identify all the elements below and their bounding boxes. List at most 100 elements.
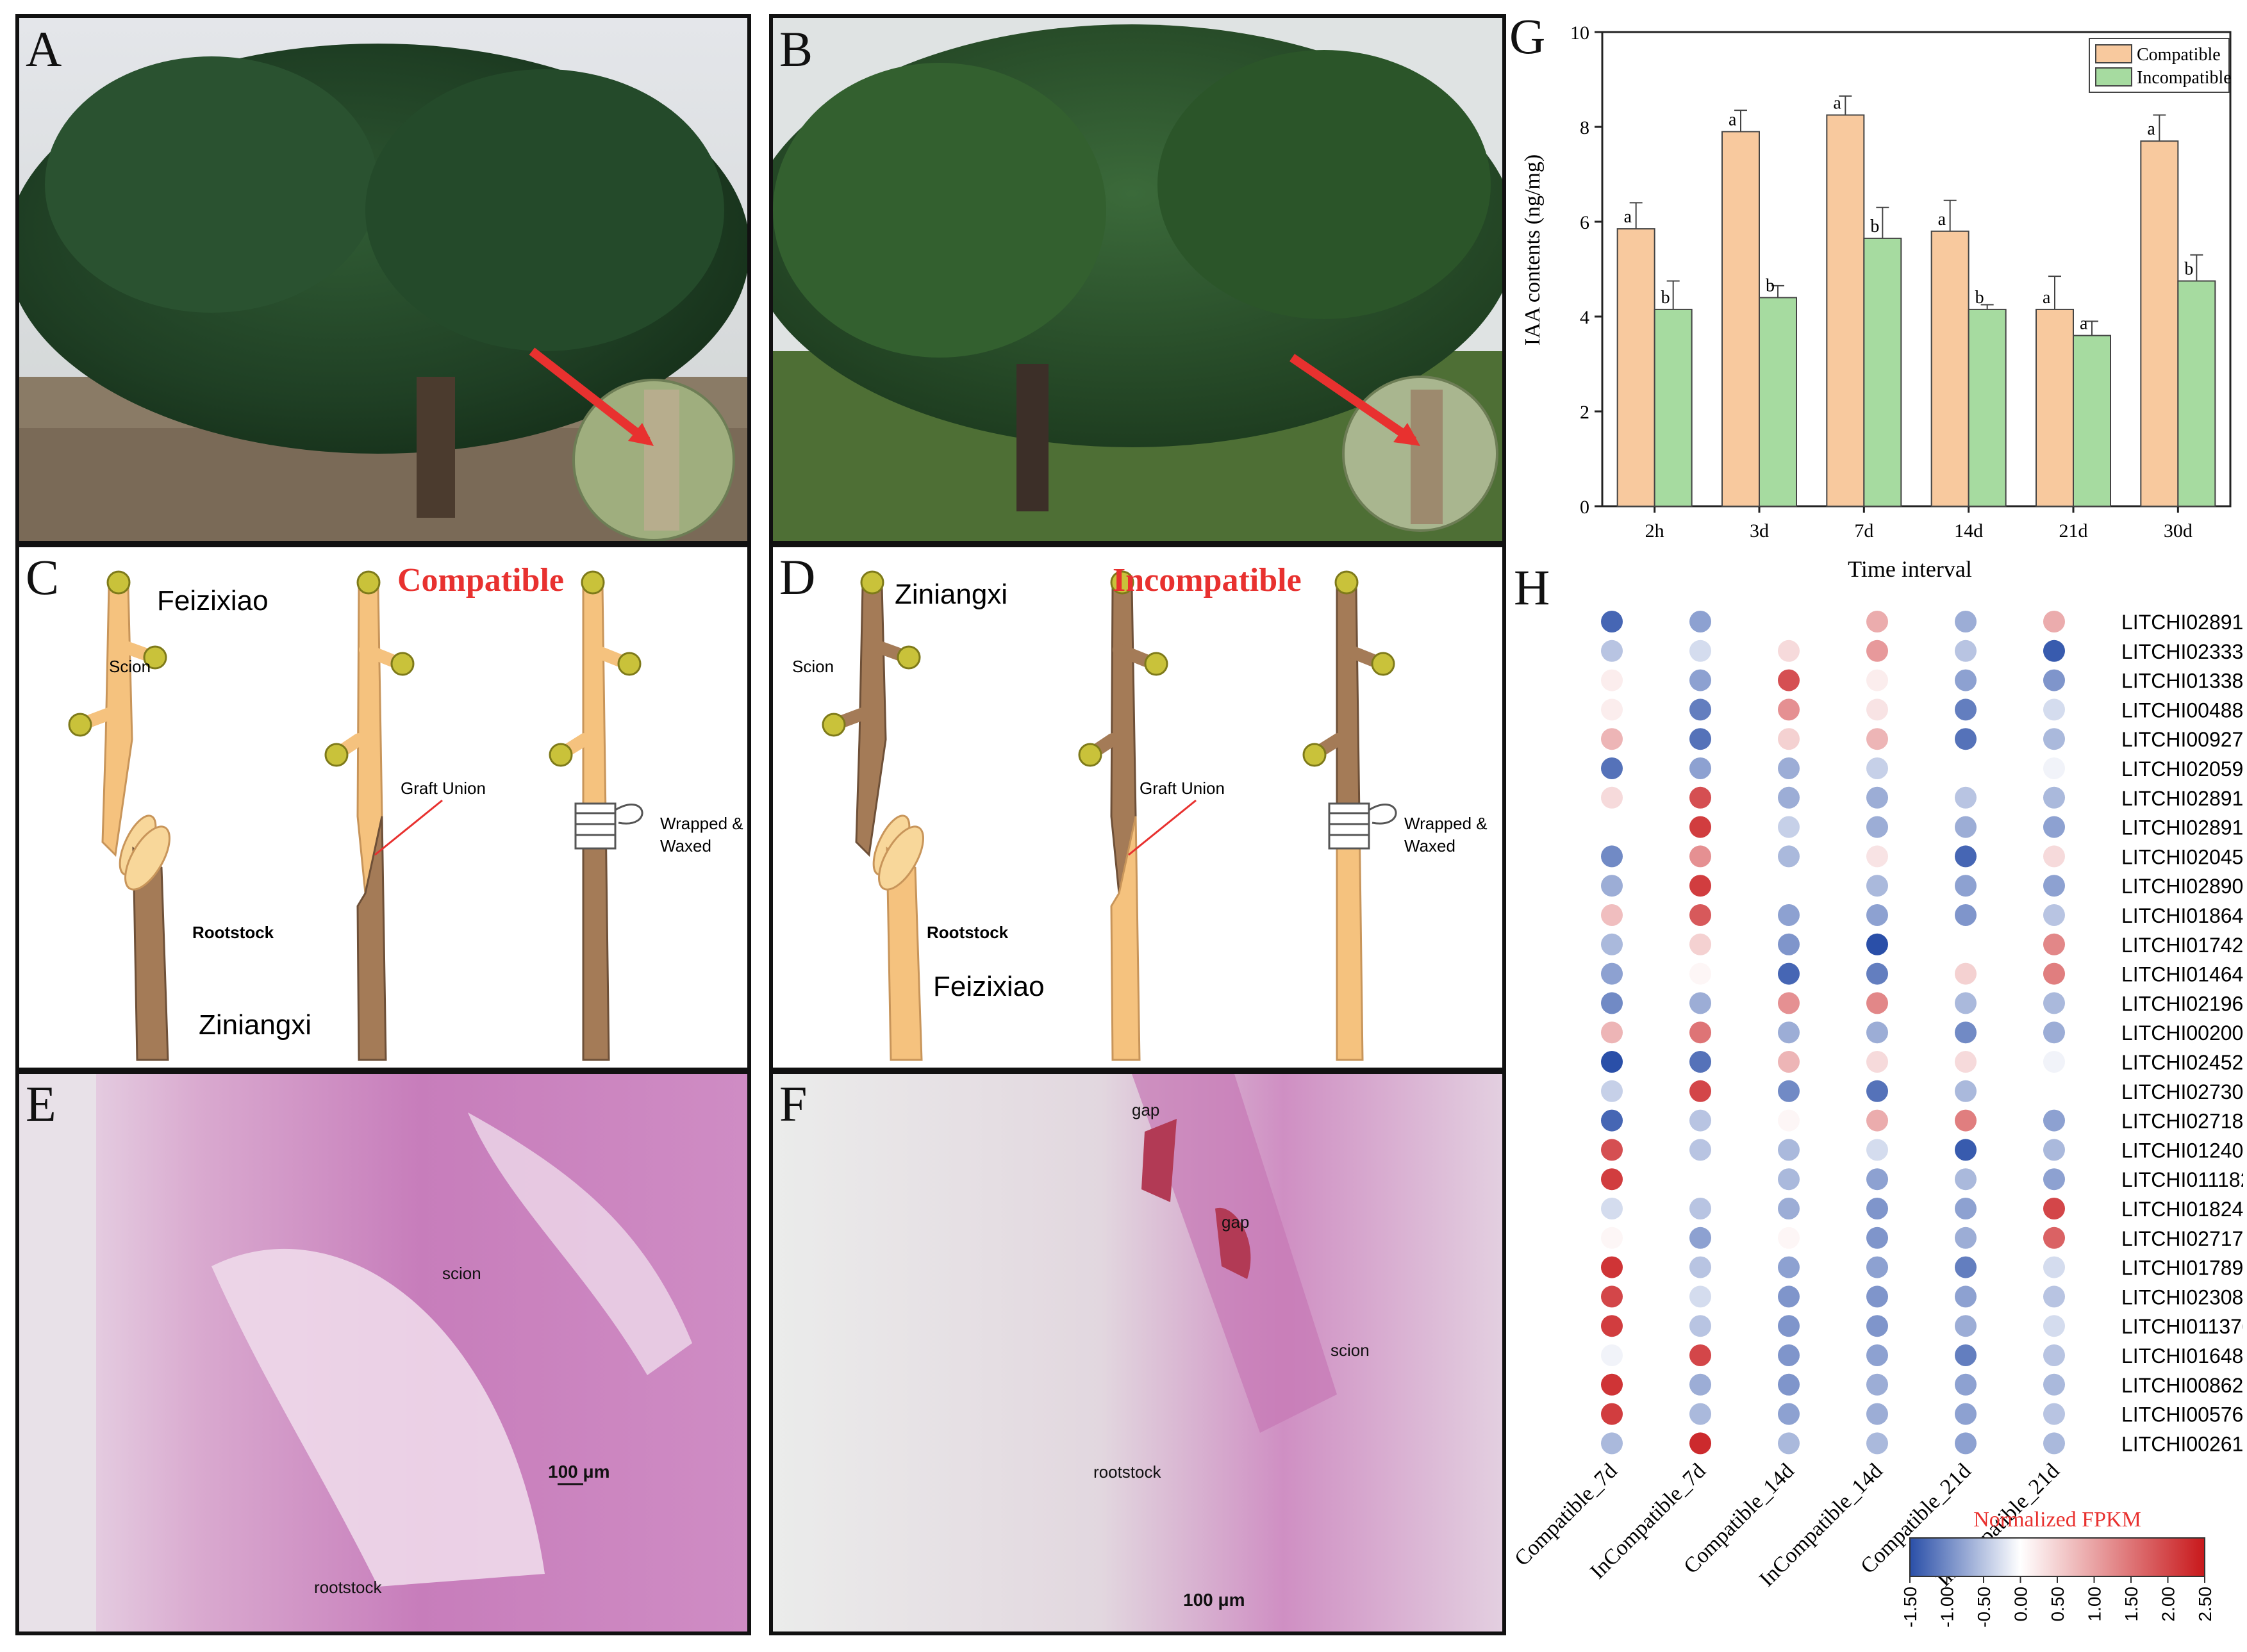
rootstock-label: rootstock: [314, 1578, 382, 1597]
heatmap-cell: [1866, 640, 1888, 662]
gene-label: LITCHI018242: [2121, 1198, 2243, 1221]
heatmap-cell: [2043, 611, 2065, 632]
heatmap-cell: [1689, 992, 1711, 1014]
bar-compatible: [1721, 131, 1760, 507]
gap-label-1: gap: [1132, 1100, 1159, 1119]
heatmap-cell: [1778, 786, 1800, 809]
scion-label: Scion: [792, 657, 834, 676]
rootstock-variety-label: Feizixiao: [933, 971, 1045, 1002]
heatmap-cell: [1866, 1403, 1888, 1425]
bar-incompatible: [1654, 308, 1693, 507]
significance-letter: b: [2184, 260, 2193, 279]
heatmap-cell: [1689, 845, 1711, 868]
heatmap-cell: [1955, 875, 1977, 897]
wrapped-stage: [1302, 570, 1397, 1061]
heatmap-cell: [1955, 933, 1977, 955]
panel-label-h: H: [1514, 559, 1550, 615]
micrograph-incompatible: gap gap scion rootstock 100 μm: [773, 1074, 1502, 1631]
heatmap-cell: [1778, 1432, 1800, 1455]
color-scale-tick-label: 1.00: [2085, 1587, 2105, 1622]
scion-cutting: [68, 570, 167, 876]
heatmap-cell: [1689, 698, 1711, 721]
x-tick-label: 30d: [2164, 520, 2193, 541]
heatmap-cell: [1689, 1285, 1711, 1308]
legend-label: Incompatible: [2137, 68, 2232, 88]
heatmap-cell: [1689, 1315, 1711, 1337]
panel-label-d: D: [779, 549, 816, 605]
color-scale-tick-label: 0.50: [2048, 1587, 2068, 1622]
y-tick-label: 10: [1570, 22, 1589, 44]
heatmap-cell: [1778, 640, 1800, 662]
heatmap-cell: [2043, 1373, 2065, 1396]
heatmap-cell: [2043, 1285, 2065, 1308]
panel-e: scion rootstock 100 μm E: [15, 1070, 751, 1635]
gene-label: LITCHI017423: [2121, 934, 2243, 957]
heatmap-cell: [1689, 904, 1711, 926]
wrapped-label-2: Waxed: [660, 836, 711, 855]
heatmap-cell: [1689, 1344, 1711, 1366]
heatmap-cell: [1601, 757, 1623, 779]
heatmap-cell: [2043, 640, 2065, 662]
scion-variety-label: Feizixiao: [157, 585, 269, 616]
heatmap-cell: [1601, 1227, 1623, 1249]
heatmap-cell: [1689, 1139, 1711, 1161]
color-scale-tick-label: 2.00: [2159, 1587, 2178, 1622]
heatmap-cell: [1955, 1344, 1977, 1366]
heatmap-cell: [1689, 786, 1711, 809]
gene-label: LITCHI028910: [2121, 816, 2243, 839]
significance-letter: a: [1624, 207, 1632, 227]
x-tick-label: 7d: [1854, 520, 1873, 541]
heatmap-cell: [1866, 1198, 1888, 1219]
heatmap-cell: [1955, 1051, 1977, 1073]
heatmap-cell: [2043, 992, 2065, 1014]
photo-compatible-tree: [19, 18, 747, 541]
heatmap-cell: [1955, 1285, 1977, 1308]
gene-label: LITCHI008622: [2121, 1374, 2243, 1397]
heatmap-cell: [1689, 757, 1711, 779]
heatmap-cell: [1689, 1080, 1711, 1102]
heatmap-cell: [1601, 1373, 1623, 1396]
heatmap-cell: [1689, 1432, 1711, 1455]
heatmap-cell: [1689, 1109, 1711, 1132]
heatmap-cell: [1689, 669, 1711, 691]
heatmap-cell: [1955, 904, 1977, 926]
heatmap-cell: [1866, 992, 1888, 1014]
y-tick-label: 6: [1580, 212, 1589, 233]
gene-label: LITCHI020592: [2121, 757, 2243, 781]
gene-label: LITCHI028911: [2121, 787, 2243, 810]
heatmap-cell: [1866, 611, 1888, 632]
heatmap-cell: [2043, 1080, 2065, 1102]
heatmap-cell: [1955, 962, 1977, 985]
gene-label: LITCHI014642: [2121, 963, 2243, 986]
heatmap-cell: [2043, 1432, 2065, 1455]
heatmap-cell: [2043, 1256, 2065, 1278]
heatmap-cell: [1689, 611, 1711, 632]
heatmap-cell: [1866, 845, 1888, 868]
heatmap-cell: [1866, 933, 1888, 955]
heatmap-cell: [1778, 1021, 1800, 1044]
heatmap-cell: [1866, 1168, 1888, 1191]
heatmap-cell: [1955, 1227, 1977, 1249]
heatmap-cell: [1866, 1432, 1888, 1455]
gene-label: LITCHI027179: [2121, 1227, 2243, 1250]
heatmap-cell: [1866, 698, 1888, 721]
bar-compatible: [1930, 230, 1969, 507]
legend-label: Compatible: [2137, 45, 2221, 65]
heatmap-cell: [2043, 786, 2065, 809]
heatmap-cell: [1866, 1285, 1888, 1308]
gene-label: LITCHI028913: [2121, 611, 2243, 634]
heatmap-cell: [1778, 933, 1800, 955]
heatmap-cell: [1601, 1168, 1623, 1191]
gene-label: LITCHI005763: [2121, 1403, 2243, 1426]
gene-label: LITCHI027304: [2121, 1080, 2243, 1103]
heatmap-cell: [1778, 845, 1800, 868]
heatmap-cell: [1778, 669, 1800, 691]
scion-label: Scion: [109, 657, 151, 676]
heatmap-cell: [1689, 1403, 1711, 1425]
gene-label: LITCHI017892: [2121, 1257, 2243, 1280]
heatmap-cell: [1778, 1403, 1800, 1425]
panel-d: D: [769, 543, 1506, 1071]
heatmap-cell: [1955, 1168, 1977, 1191]
gene-label: LITCHI009272: [2121, 728, 2243, 751]
heatmap-cell: [2043, 1403, 2065, 1425]
